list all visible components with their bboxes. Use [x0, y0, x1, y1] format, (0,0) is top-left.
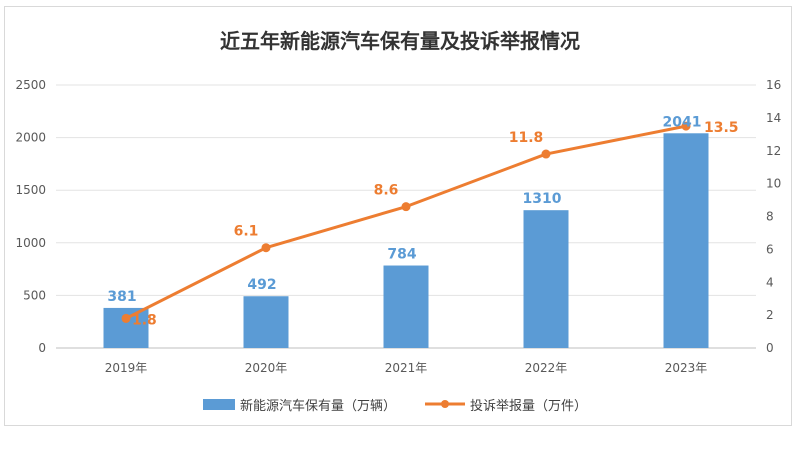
x-tick-label: 2023年	[665, 361, 708, 375]
left-axis-ticks: 0 500 1000 1500 2000 2500	[15, 78, 46, 355]
left-tick-label: 1500	[15, 183, 46, 197]
gridlines	[56, 84, 756, 296]
legend-bar-swatch	[203, 399, 235, 410]
legend-line-label: 投诉举报量（万件）	[470, 398, 587, 414]
bar-data-label: 1310	[523, 191, 562, 207]
x-tick-label: 2021年	[385, 361, 428, 375]
line-data-label: 8.6	[374, 183, 399, 199]
line-data-label: 6.1	[234, 224, 259, 240]
bar-data-labels: 381 492 784 1310 2041	[107, 114, 701, 305]
bar-data-label: 2041	[663, 114, 702, 130]
bar-data-label: 492	[247, 277, 276, 293]
left-tick-label: 1000	[15, 236, 46, 250]
right-tick-label: 6	[766, 242, 774, 256]
right-tick-label: 12	[766, 144, 781, 158]
right-tick-label: 2	[766, 308, 774, 322]
right-tick-label: 16	[766, 78, 781, 92]
line-data-labels: 1.8 6.1 8.6 11.8 13.5	[132, 120, 739, 328]
right-tick-label: 14	[766, 111, 781, 125]
bar	[523, 210, 569, 348]
line-data-label: 1.8	[132, 312, 157, 328]
bar	[383, 265, 429, 348]
bar-data-label: 381	[107, 289, 136, 305]
right-tick-label: 10	[766, 177, 781, 191]
right-tick-label: 4	[766, 275, 774, 289]
bar-data-label: 784	[387, 247, 416, 263]
line-point	[541, 149, 551, 159]
right-tick-label: 0	[766, 341, 774, 355]
legend: 新能源汽车保有量（万辆） 投诉举报量（万件）	[203, 398, 587, 414]
line-point	[121, 313, 131, 323]
bar	[243, 296, 289, 348]
line-series	[121, 121, 691, 323]
left-tick-label: 2500	[15, 78, 46, 92]
left-tick-label: 0	[38, 341, 46, 355]
chart-frame	[4, 6, 792, 426]
chart-title: 近五年新能源汽车保有量及投诉举报情况	[220, 29, 580, 53]
line-point	[681, 121, 691, 131]
left-tick-label: 2000	[15, 131, 46, 145]
line-data-label: 11.8	[509, 130, 544, 146]
x-tick-label: 2019年	[105, 361, 148, 375]
right-axis-ticks: 0 2 4 6 8 10 12 14 16	[766, 78, 781, 355]
left-tick-label: 500	[23, 288, 46, 302]
x-tick-label: 2020年	[245, 361, 288, 375]
x-tick-label: 2022年	[525, 361, 568, 375]
line-point	[401, 202, 411, 212]
legend-bar-label: 新能源汽车保有量（万辆）	[240, 398, 396, 414]
line-point	[261, 243, 271, 253]
bar	[663, 133, 709, 348]
x-axis-ticks: 2019年 2020年 2021年 2022年 2023年	[105, 361, 708, 375]
right-tick-label: 8	[766, 210, 774, 224]
line-data-label: 13.5	[704, 120, 739, 136]
bar-series	[103, 133, 709, 348]
legend-line-marker	[441, 400, 449, 408]
